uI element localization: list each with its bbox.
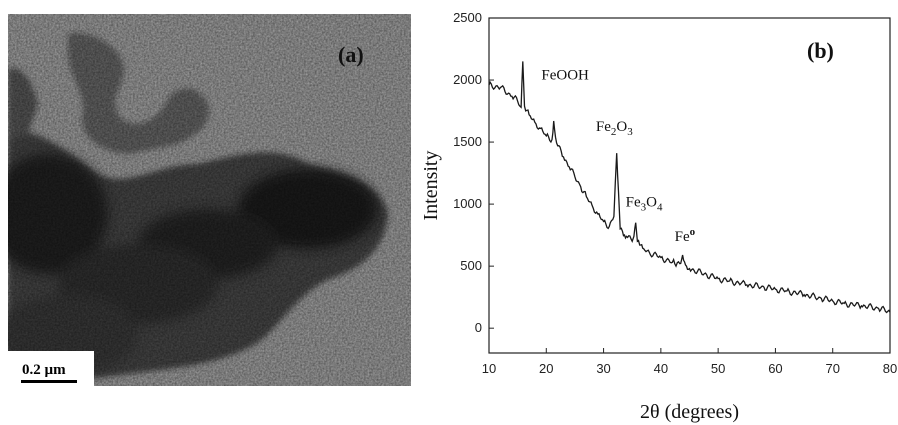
xrd-chart-panel: 10 20 30 40 50 60 70 80 0 500 1000 1500 2000 2500 FeO… (412, 0, 898, 425)
y-tick-label: 0 (475, 320, 482, 335)
tem-image-panel: 0.2 µm (a) (8, 14, 411, 386)
x-tick-label: 10 (482, 361, 496, 376)
x-tick-label: 30 (596, 361, 610, 376)
y-tick-label: 1500 (453, 134, 482, 149)
x-tick-label: 80 (883, 361, 897, 376)
x-axis-title: 2θ (degrees) (640, 401, 739, 423)
peak-label: Fe2O3 (596, 119, 633, 138)
peak-label: Fe3O4 (626, 195, 663, 214)
peak-label: Feo (675, 226, 696, 245)
y-tick-label: 1000 (453, 196, 482, 211)
xrd-pattern-line (488, 61, 891, 314)
scale-bar (21, 380, 77, 383)
xrd-chart: 10 20 30 40 50 60 70 80 0 500 1000 1500 2000 2500 FeO… (420, 10, 897, 423)
x-tick-label: 50 (711, 361, 725, 376)
y-tick-label: 2000 (453, 72, 482, 87)
peak-label: FeOOH (541, 67, 589, 83)
panel-b-label: (b) (807, 38, 834, 63)
x-tick-label: 70 (825, 361, 839, 376)
x-tick-label: 20 (539, 361, 553, 376)
x-tick-label: 40 (654, 361, 668, 376)
panel-a-label: (a) (338, 42, 364, 67)
y-tick-label: 500 (460, 258, 482, 273)
y-axis-title: Intensity (420, 151, 442, 221)
x-tick-label: 60 (768, 361, 782, 376)
tem-micrograph: 0.2 µm (a) (8, 14, 411, 386)
plot-frame (488, 17, 891, 354)
scale-bar-label: 0.2 µm (22, 362, 66, 378)
y-tick-label: 2500 (453, 10, 482, 25)
